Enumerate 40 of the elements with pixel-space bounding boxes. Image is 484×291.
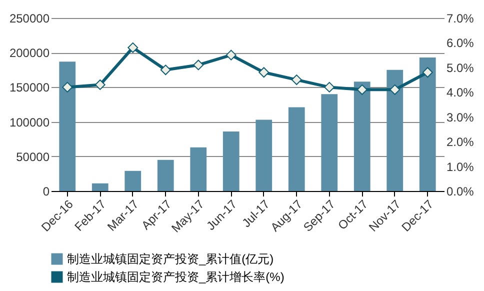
- y2-tick-label: 1.0%: [446, 160, 474, 174]
- bar: [256, 120, 272, 191]
- point: [94, 79, 106, 90]
- point: [422, 67, 433, 78]
- y2-tick-label: 4.0%: [446, 86, 474, 100]
- bar: [321, 94, 338, 191]
- y2-tick-label: 6.0%: [446, 36, 474, 50]
- bar: [59, 62, 76, 191]
- point: [128, 42, 138, 53]
- point: [193, 60, 204, 70]
- bar: [354, 82, 370, 191]
- y2-tick-label: 2.0%: [446, 135, 474, 150]
- y2-tick-label: 7.0%: [446, 12, 474, 26]
- point: [226, 50, 236, 60]
- bar: [92, 183, 108, 191]
- point: [390, 84, 400, 95]
- point: [62, 82, 73, 92]
- legend-label: 制造业城镇固定资产投资_累计增长率(%): [67, 270, 284, 284]
- y2-tick-label: 0.0%: [446, 184, 474, 198]
- bar: [190, 147, 207, 191]
- y-tick-label: 150000: [9, 80, 50, 95]
- point: [356, 84, 368, 95]
- y-tick-label: 200000: [9, 46, 50, 60]
- bar: [124, 170, 142, 191]
- bar: [157, 160, 174, 191]
- point: [324, 82, 335, 92]
- bar: [288, 107, 305, 191]
- bar: [419, 57, 436, 191]
- y2-tick-label: 3.0%: [446, 110, 474, 124]
- point: [160, 64, 171, 76]
- y2-tick-label: 5.0%: [446, 60, 474, 75]
- bar: [222, 131, 240, 191]
- bar: [386, 70, 404, 191]
- point: [258, 67, 270, 78]
- y-tick-label: 100000: [9, 115, 50, 130]
- legend-label: 制造业城镇固定资产投资_累计值(亿元): [67, 252, 274, 266]
- y-tick-label: 50000: [16, 150, 50, 164]
- point: [291, 74, 302, 86]
- y-tick-label: 0: [42, 184, 50, 198]
- y-tick-label: 250000: [9, 12, 50, 26]
